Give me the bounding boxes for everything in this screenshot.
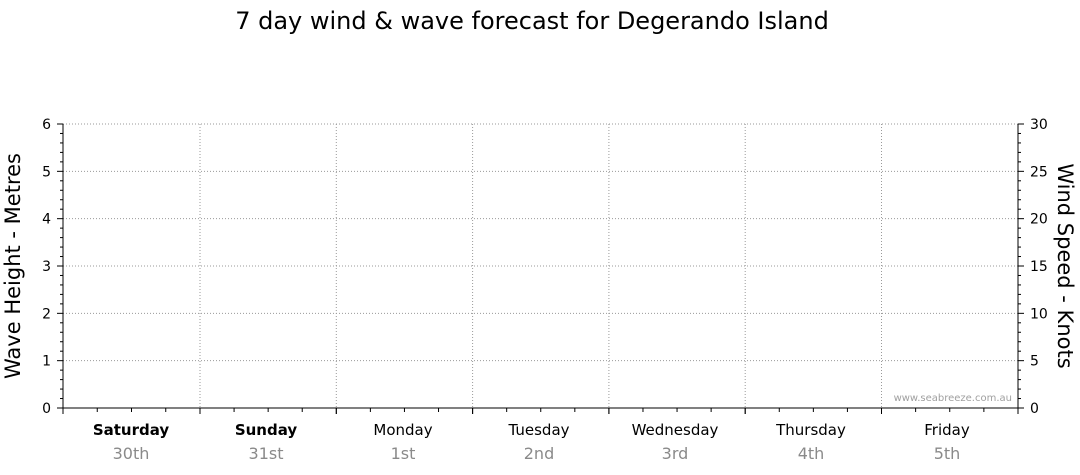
left-tick-label: 2: [42, 306, 51, 322]
left-tick-label: 0: [42, 401, 51, 417]
right-tick-label: 10: [1030, 306, 1048, 322]
day-name-label: Tuesday: [507, 421, 569, 439]
chart-title: 7 day wind & wave forecast for Degerando…: [235, 7, 829, 35]
axes: [63, 124, 1018, 414]
x-axis-day-labels: Saturday 30th Sunday 31st Monday 1st Tuesday 2n…: [93, 421, 970, 463]
left-tick-label: 4: [42, 212, 51, 228]
day-date-label: 31st: [249, 444, 284, 463]
day-name-label: Monday: [373, 421, 432, 439]
day-name-label: Friday: [924, 421, 970, 439]
day-name-label: Thursday: [775, 421, 846, 439]
day-date-label: 1st: [391, 444, 416, 463]
right-axis-label: Wind Speed - Knots: [1053, 163, 1077, 368]
day-date-label: 5th: [934, 444, 961, 463]
day-name-label: Wednesday: [632, 421, 719, 439]
left-axis-label: Wave Height - Metres: [1, 153, 25, 379]
left-tick-label: 6: [42, 117, 51, 133]
right-tick-label: 5: [1030, 354, 1039, 370]
day-name-label: Sunday: [235, 421, 298, 439]
left-tick-label: 1: [42, 354, 51, 370]
day-date-label: 4th: [798, 444, 825, 463]
day-date-label: 2nd: [524, 444, 554, 463]
left-axis-ticks: 0 1 2 3 4 5 6: [42, 117, 63, 417]
right-tick-label: 25: [1030, 164, 1048, 180]
right-tick-label: 30: [1030, 117, 1048, 133]
left-tick-label: 5: [42, 164, 51, 180]
right-tick-label: 0: [1030, 401, 1039, 417]
right-tick-label: 20: [1030, 212, 1048, 228]
grid-lines: [63, 124, 1018, 408]
day-date-label: 30th: [113, 444, 150, 463]
watermark: www.seabreeze.com.au: [894, 393, 1012, 404]
right-tick-label: 15: [1030, 259, 1048, 275]
day-name-label: Saturday: [93, 421, 170, 439]
left-tick-label: 3: [42, 259, 51, 275]
right-axis-ticks: 0 5 10 15 20 25 30: [1018, 117, 1048, 417]
day-date-label: 3rd: [662, 444, 689, 463]
